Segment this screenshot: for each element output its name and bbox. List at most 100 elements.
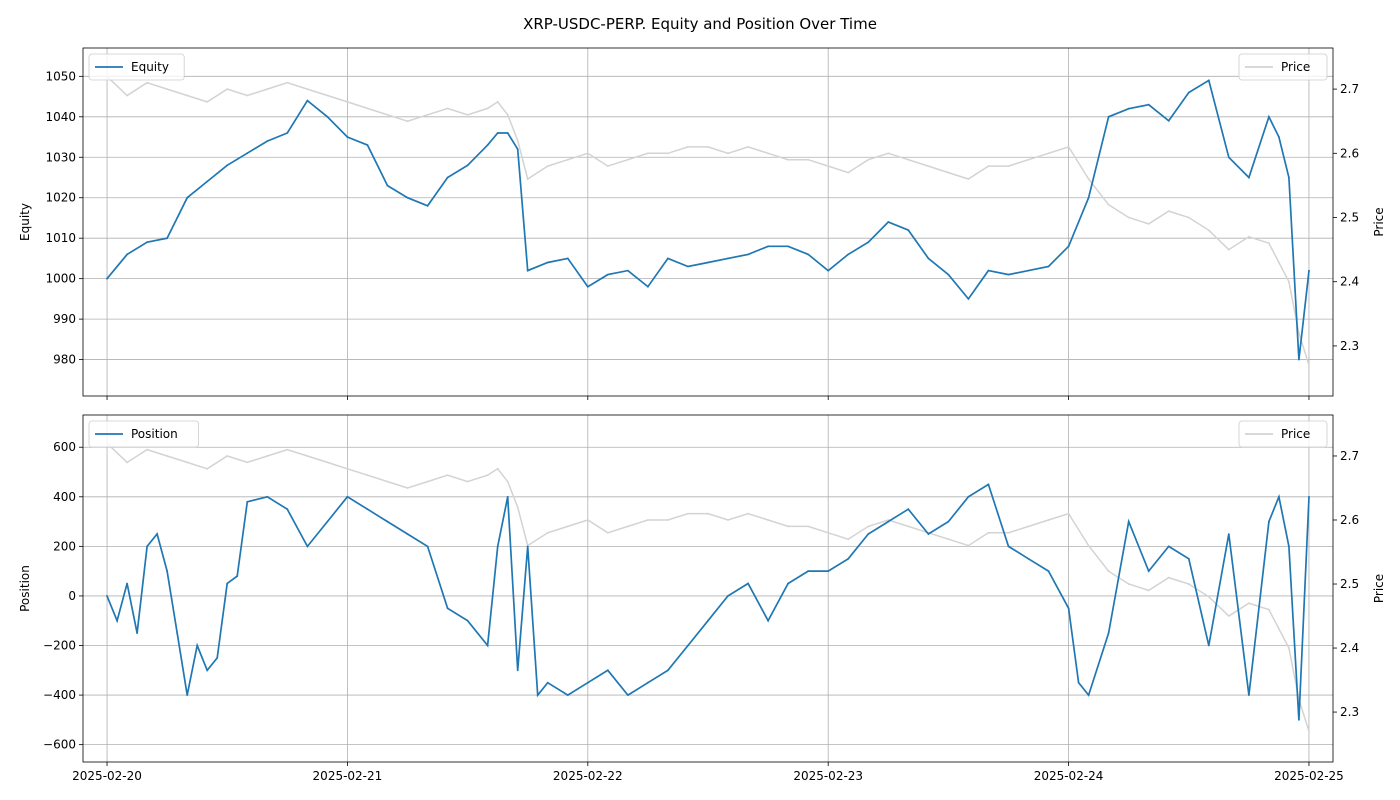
price-data-point — [566, 158, 569, 161]
position-data-point — [807, 570, 810, 572]
price-data-point — [727, 519, 729, 521]
equity-data-point — [1027, 269, 1030, 272]
position-data-point — [186, 694, 189, 696]
price-data-point — [446, 474, 449, 477]
equity-data-point — [1147, 103, 1150, 106]
y2-tick-label: 2.7 — [1340, 449, 1359, 463]
y2-tick-label: 2.5 — [1340, 577, 1359, 591]
price-data-point — [466, 113, 469, 116]
legend-box — [1238, 53, 1328, 81]
equity-data-point — [1298, 358, 1300, 361]
price-data-point — [506, 113, 509, 116]
position-data-point — [116, 619, 118, 622]
equity-data-point — [426, 204, 429, 207]
y2-tick-label: 2.4 — [1340, 641, 1359, 655]
y-tick-label: 990 — [53, 312, 76, 326]
price-data-point — [426, 480, 429, 483]
y2-tick-label: 2.7 — [1340, 82, 1359, 96]
position-data-point — [907, 508, 910, 511]
price-data-point — [847, 171, 850, 174]
position-data-point — [286, 508, 289, 511]
position-data-point — [146, 545, 149, 548]
price-data-point — [847, 538, 850, 541]
price-data-point — [366, 107, 369, 110]
position-data-point — [1278, 495, 1280, 498]
price-data-point — [907, 158, 910, 161]
price-data-point — [1067, 512, 1070, 515]
price-data-point — [546, 165, 549, 168]
equity-data-point — [1007, 273, 1010, 276]
price-data-point — [406, 487, 409, 489]
price-data-point — [807, 525, 810, 528]
y-tick-label: 400 — [53, 490, 76, 504]
price-data-point — [1227, 615, 1230, 617]
equity-data-point — [466, 164, 469, 167]
plot-frame — [82, 47, 1334, 397]
price-data-point — [286, 81, 289, 84]
y-tick-label: 1050 — [45, 69, 76, 83]
price-data-point — [326, 461, 329, 464]
equity-data-point — [1187, 91, 1190, 94]
y-tick-label: 1020 — [45, 191, 76, 205]
price-data-point — [506, 480, 509, 483]
position-data-point — [1288, 545, 1290, 548]
price-data-point — [947, 171, 950, 174]
y2-axis-label: Price — [1372, 574, 1386, 603]
equity-data-point — [947, 273, 950, 276]
y2-tick-label: 2.3 — [1340, 339, 1359, 353]
position-data-point — [516, 669, 519, 672]
equity-data-point — [126, 253, 128, 256]
equity-data-point — [1248, 176, 1250, 179]
x-tick-label: 2025-02-22 — [553, 769, 623, 783]
price-data-point — [606, 165, 609, 168]
price-data-point — [827, 531, 830, 534]
price-data-point — [1147, 589, 1150, 592]
position-data-point — [106, 595, 108, 597]
equity-data-point — [106, 277, 108, 280]
legend-label: Price — [1281, 60, 1310, 74]
price-data-point — [1167, 576, 1170, 579]
y-tick-label: −400 — [43, 688, 76, 702]
position-data-point — [206, 669, 209, 672]
position-data-point — [226, 582, 229, 585]
position-data-point — [1067, 607, 1070, 610]
y2-axis-label: Price — [1372, 207, 1386, 236]
equity-data-point — [787, 245, 789, 248]
price-data-point — [486, 474, 489, 477]
price-data-point — [687, 512, 689, 515]
price-data-point — [206, 101, 209, 103]
price-data-point — [516, 506, 519, 509]
legend-left: Position — [88, 420, 199, 448]
position-data-point — [887, 520, 890, 523]
x-tick-label: 2025-02-21 — [313, 769, 383, 783]
price-data-point — [1027, 525, 1030, 528]
price-data-point — [446, 107, 449, 110]
position-data-point — [496, 545, 499, 548]
price-data-point — [1047, 152, 1050, 155]
y-tick-label: 0 — [68, 589, 76, 603]
position-data-point — [1207, 644, 1210, 647]
equity-data-point — [827, 269, 830, 272]
y-tick-label: 1030 — [45, 150, 76, 164]
price-data-point — [386, 113, 389, 116]
y-tick-label: 980 — [53, 353, 76, 367]
position-data-point — [536, 694, 539, 696]
equity-data-point — [546, 261, 549, 264]
price-data-point — [246, 94, 249, 97]
position-data-point — [1167, 545, 1170, 548]
equity-data-point — [687, 265, 689, 268]
y2-tick-label: 2.6 — [1340, 513, 1359, 527]
price-data-point — [1288, 280, 1290, 283]
price-data-point — [306, 88, 309, 90]
price-data-point — [586, 519, 589, 521]
price-data-point — [1107, 203, 1110, 206]
price-data-point — [1127, 216, 1130, 219]
price-data-point — [286, 448, 289, 451]
position-data-point — [486, 644, 489, 647]
position-data-point — [386, 520, 389, 523]
y2-tick-label: 2.4 — [1340, 275, 1359, 289]
position-data-point — [236, 575, 239, 577]
position-data-point — [1047, 570, 1050, 572]
equity-data-point — [887, 221, 890, 223]
position-data-point — [306, 545, 309, 548]
